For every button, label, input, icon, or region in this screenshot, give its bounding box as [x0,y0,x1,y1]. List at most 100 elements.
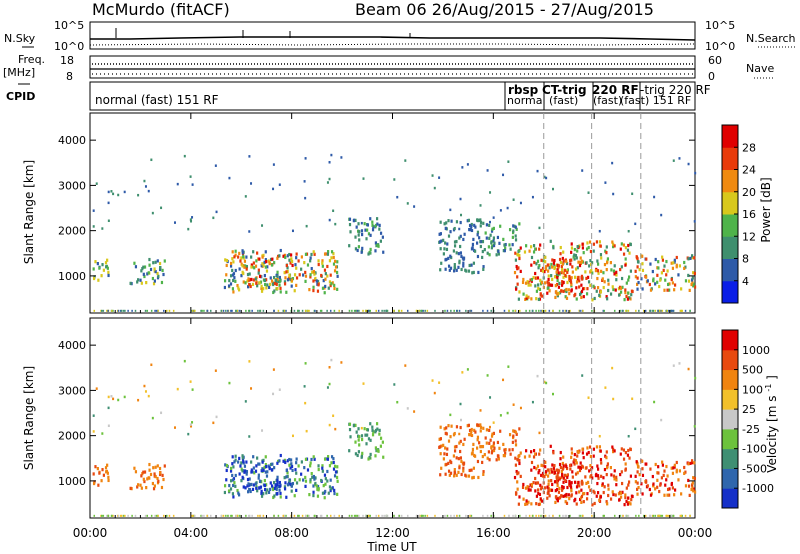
power-echo [602,285,605,290]
velocity-near-range [562,514,564,517]
power-echo [440,239,443,243]
power-echo-far [492,216,495,219]
velocity-echo [570,455,573,459]
power-echo [335,270,339,275]
velocity-echo [149,472,153,477]
power-echo [300,255,303,259]
velocity-echo [153,484,156,488]
velocity-echo [259,485,263,489]
velocity-echo [514,443,518,447]
velocity-echo [560,494,563,498]
velocity-echo [530,502,533,506]
power-echo [356,229,360,233]
velocity-echo [444,472,447,476]
velocity-echo [326,469,329,474]
power-echo-far [187,227,190,231]
colorbar-swatch [722,389,738,410]
velocity-echo [561,485,564,489]
velocity-echo [539,483,542,487]
power-echo [462,257,465,261]
velocity-near-range [444,514,446,517]
colorbar-swatch [722,236,738,259]
power-echo-far [151,211,154,215]
velocity-echo [488,441,491,445]
velocity-echo [609,497,613,501]
velocity-echo [276,478,279,482]
cpid-seg-ct-trig: CT-trig [542,83,587,97]
power-echo [515,227,518,231]
power-echo [604,249,607,253]
velocity-echo [512,429,515,433]
velocity-near-range [238,514,241,517]
velocity-echo [481,444,485,449]
velocity-echo [324,477,327,481]
power-echo [583,286,586,291]
velocity-echo [656,485,659,489]
velocity-echo [450,424,453,428]
power-near-range [329,309,332,312]
power-near-range [154,309,156,312]
power-near-range [122,309,125,312]
power-near-range [386,309,389,312]
velocity-echo [605,456,608,460]
velocity-echo [602,490,605,495]
velocity-echo [316,484,320,489]
velocity-near-range [282,514,285,517]
velocity-echo [641,467,644,471]
power-echo [615,270,618,274]
velocity-echo [537,488,540,492]
power-echo [570,250,573,254]
power-echo [517,253,520,257]
power-echo [447,264,451,268]
power-echo [374,223,378,228]
velocity-echo [571,470,574,474]
velocity-echo [658,489,661,494]
velocity-echo [257,473,260,477]
power-echo [524,281,528,285]
colorbar-swatch [722,125,738,148]
power-echo [442,252,445,256]
velocity-near-range [415,514,418,517]
velocity-echo [688,493,691,497]
velocity-echo [244,486,247,490]
velocity-echo [567,493,570,497]
velocity-echo [332,457,335,461]
velocity-echo [594,474,598,478]
power-echo [472,237,475,242]
velocity-echo [610,473,613,477]
power-echo [250,265,253,269]
power-echo [687,257,690,261]
power-echo [367,232,371,236]
power-echo [559,260,562,265]
velocity-echo-far [461,371,464,374]
power-echo [581,242,584,246]
velocity-echo [573,458,576,462]
power-near-range [490,309,492,312]
power-echo [509,247,512,251]
velocity-echo [232,465,235,469]
power-near-range [668,309,670,312]
velocity-near-range [621,514,624,517]
velocity-echo [288,463,291,467]
velocity-near-range [490,514,492,517]
velocity-echo [517,458,520,462]
power-echo [627,278,630,282]
power-echo-far [278,183,281,186]
power-echo [627,275,631,279]
power-echo [575,256,578,260]
power-near-range [465,309,467,312]
power-near-range [124,309,126,312]
velocity-echo [228,483,231,488]
velocity-echo [490,446,493,450]
velocity-echo [282,459,285,463]
power-echo [620,242,623,246]
velocity-echo-far [250,387,253,390]
velocity-echo [628,456,631,460]
power-echo [636,287,639,291]
power-echo [611,285,614,289]
velocity-near-range [419,514,421,517]
velocity-near-range [222,514,225,517]
velocity-echo [468,468,471,473]
power-echo [326,274,329,278]
velocity-echo [444,446,447,450]
